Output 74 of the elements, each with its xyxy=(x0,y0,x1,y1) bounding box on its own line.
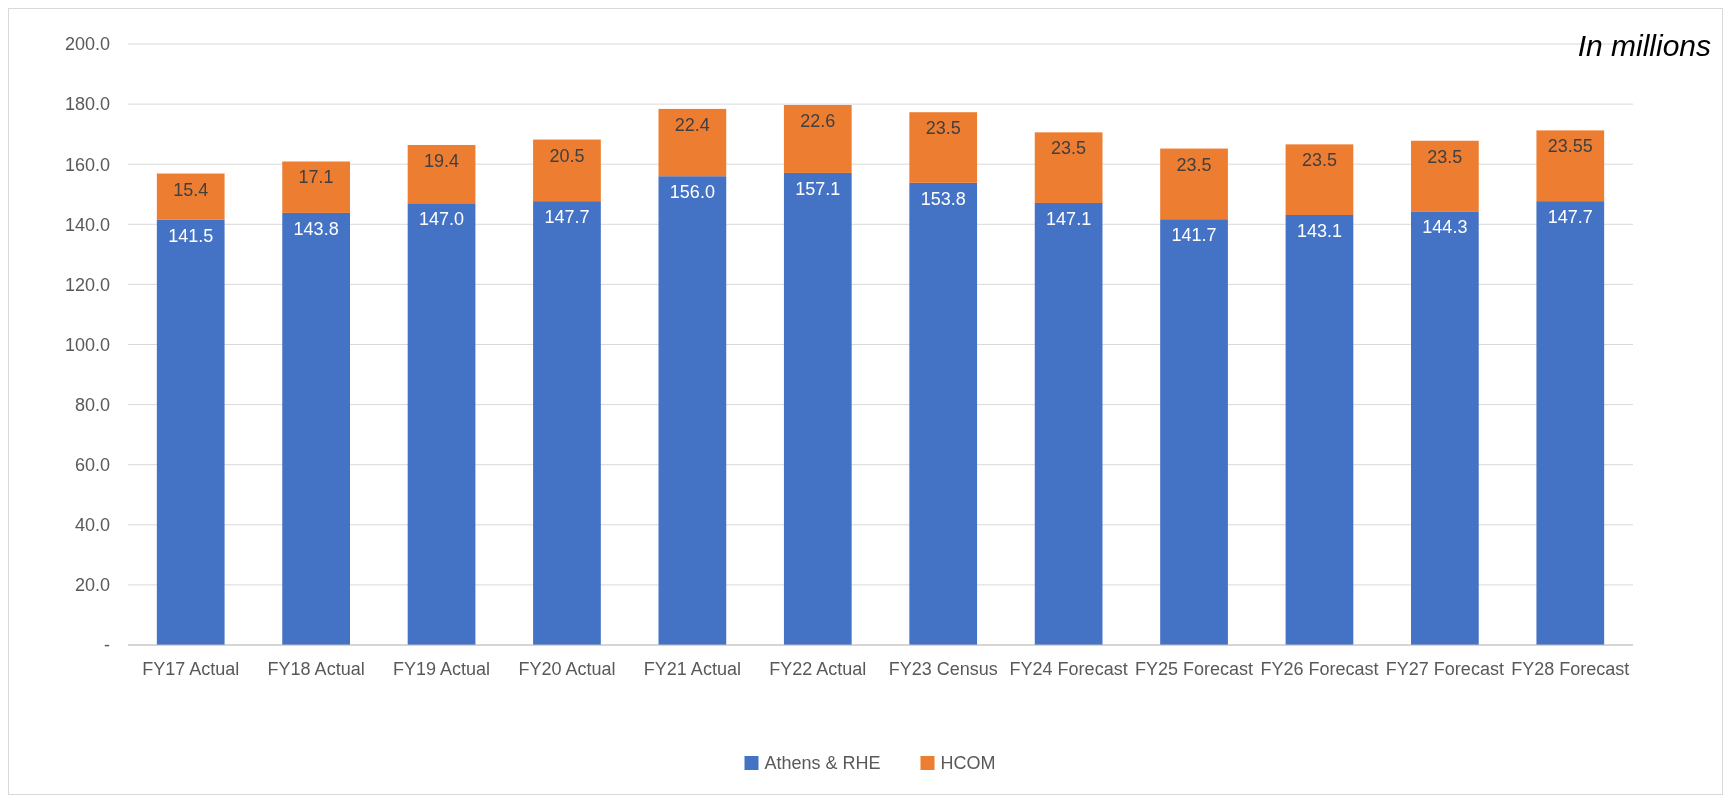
bar xyxy=(1411,140,1479,212)
bar xyxy=(1285,144,1354,215)
bar xyxy=(783,172,852,645)
x-tick-label: FY22 Actual xyxy=(769,659,867,679)
bar xyxy=(407,144,476,204)
bar xyxy=(282,161,350,213)
legend-label: HCOM xyxy=(940,753,996,774)
data-label: 156.0 xyxy=(669,182,715,203)
x-tick-label: FY21 Actual xyxy=(643,659,741,679)
y-tick-label: 20.0 xyxy=(74,575,110,596)
bar xyxy=(156,219,225,645)
x-tick-label: FY26 Forecast xyxy=(1260,659,1379,679)
y-tick-label: 200.0 xyxy=(64,34,110,55)
x-tick-label: FY25 Forecast xyxy=(1135,659,1254,679)
bar xyxy=(282,212,350,645)
x-tick-label: FY27 Forecast xyxy=(1385,659,1504,679)
data-label: 17.1 xyxy=(298,167,334,188)
data-label: 23.55 xyxy=(1547,136,1593,157)
data-label: 22.6 xyxy=(800,111,836,131)
y-tick-label: 140.0 xyxy=(64,214,110,235)
bar xyxy=(407,203,476,645)
data-label: 22.4 xyxy=(674,114,710,135)
data-label: 20.5 xyxy=(549,145,585,166)
y-tick-label: 80.0 xyxy=(74,394,110,415)
y-tick-label: 60.0 xyxy=(74,455,110,475)
bar xyxy=(909,112,978,183)
bar xyxy=(156,173,225,220)
bar xyxy=(1034,202,1103,645)
bar xyxy=(1411,211,1479,645)
data-label: 147.1 xyxy=(1046,208,1092,229)
y-tick-label: 160.0 xyxy=(64,154,110,175)
y-tick-label: 180.0 xyxy=(64,94,110,115)
bar xyxy=(658,176,727,645)
bar xyxy=(1034,132,1103,203)
bar xyxy=(1536,201,1605,645)
data-label: 143.8 xyxy=(293,218,339,239)
data-label: 157.1 xyxy=(795,178,841,199)
data-label: 15.4 xyxy=(173,179,209,200)
data-label: 23.5 xyxy=(1301,150,1337,171)
bar xyxy=(783,105,852,173)
data-label: 144.3 xyxy=(1422,217,1468,238)
bar xyxy=(1285,214,1354,645)
data-label: 147.7 xyxy=(544,207,590,228)
data-label: 141.7 xyxy=(1171,225,1217,246)
data-label: 143.1 xyxy=(1296,220,1342,241)
data-label: 147.0 xyxy=(419,209,465,230)
data-label: 141.5 xyxy=(168,225,214,246)
y-tick-label: 100.0 xyxy=(64,334,110,355)
bar xyxy=(533,139,601,202)
bar xyxy=(1160,148,1228,220)
bar xyxy=(909,182,978,645)
x-tick-label: FY28 Forecast xyxy=(1511,659,1630,679)
data-label: 23.5 xyxy=(1427,146,1463,167)
data-label: 19.4 xyxy=(424,150,460,171)
data-label: 147.7 xyxy=(1547,207,1593,228)
bar xyxy=(1160,219,1228,645)
legend-label: Athens & RHE xyxy=(764,753,881,774)
annotation: In millions xyxy=(1577,29,1711,62)
bar xyxy=(658,108,727,177)
y-tick-label: 120.0 xyxy=(64,274,110,295)
x-tick-label: FY24 Forecast xyxy=(1009,659,1128,679)
x-tick-label: FY23 Census xyxy=(888,659,998,679)
bar xyxy=(1536,130,1605,202)
data-label: 23.5 xyxy=(925,118,961,139)
x-tick-label: FY19 Actual xyxy=(393,659,491,679)
bar xyxy=(533,201,601,645)
data-label: 23.5 xyxy=(1051,138,1087,159)
data-label: 153.8 xyxy=(920,188,966,209)
x-tick-label: FY20 Actual xyxy=(518,659,616,679)
data-label: 23.5 xyxy=(1176,154,1212,175)
x-tick-label: FY17 Actual xyxy=(142,659,240,679)
y-tick-label: 40.0 xyxy=(74,515,110,536)
y-tick-label: - xyxy=(104,635,110,656)
x-tick-label: FY18 Actual xyxy=(267,659,365,679)
